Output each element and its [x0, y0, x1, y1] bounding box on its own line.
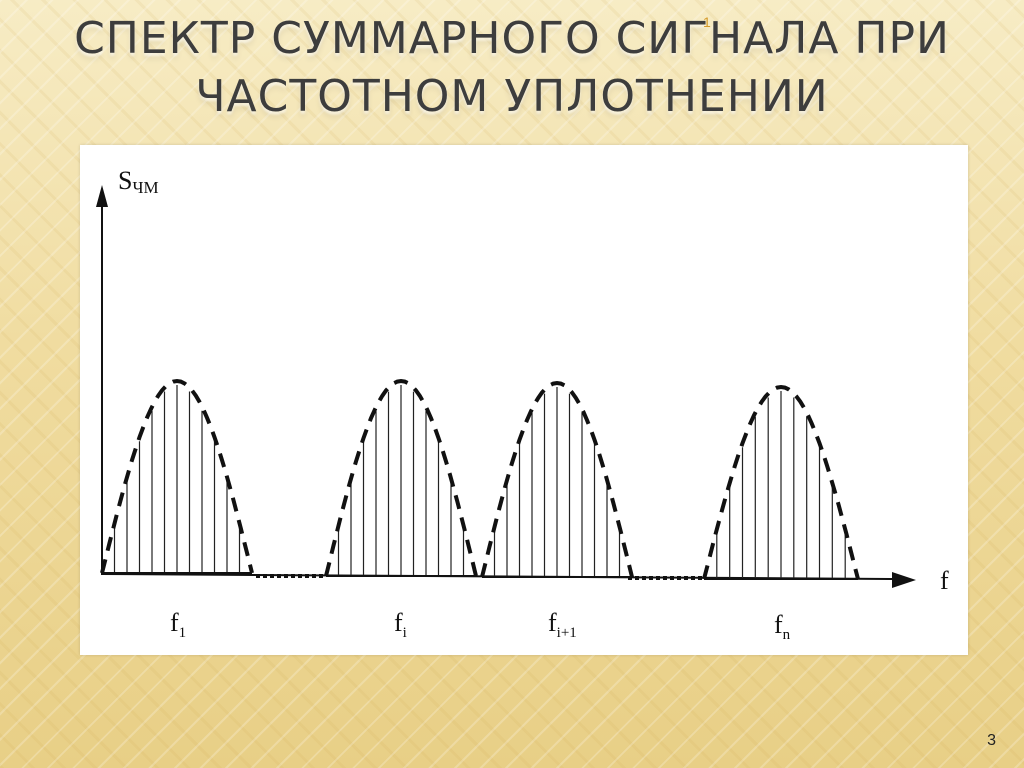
freq-label-4-main: f — [774, 610, 783, 639]
spectrum-group-2 — [324, 378, 478, 577]
freq-label-3-main: f — [548, 608, 557, 637]
slide-title-line-1: СПЕКТР СУММАРНОГО СИГНАЛА ПРИ — [74, 13, 950, 64]
freq-label-4: fn — [774, 610, 791, 643]
freq-label-1: f1 — [170, 608, 186, 641]
page-number: 3 — [987, 732, 996, 749]
spectrum-envelope — [702, 384, 860, 580]
y-axis-label-sub: ЧМ — [132, 178, 158, 197]
spectrum-group-1 — [100, 378, 254, 574]
freq-label-3-sub: i+1 — [557, 625, 577, 641]
spectrum-diagram-svg: SЧМ f f1 fi fi+1 fn — [96, 166, 949, 643]
slide-title-line-2: ЧАСТОТНОМ УПЛОТНЕНИИ — [195, 71, 829, 122]
spectrum-group-3 — [480, 380, 634, 578]
spectrum-group-4 — [702, 384, 860, 580]
spectrum-diagram: SЧМ f f1 fi fi+1 fn — [80, 145, 968, 655]
spectrum-envelope — [480, 380, 634, 578]
y-axis-label-main: S — [118, 166, 132, 195]
y-axis-label: SЧМ — [118, 166, 159, 197]
y-axis-arrow-icon — [96, 185, 108, 207]
slide-title: СПЕКТР СУММАРНОГО СИГНАЛА ПРИ ЧАСТОТНОМ … — [60, 10, 964, 126]
freq-label-3: fi+1 — [548, 608, 577, 641]
freq-label-4-sub: n — [783, 627, 791, 643]
x-axis-label: f — [940, 566, 949, 595]
spectrum-envelope — [324, 378, 478, 577]
freq-label-2-main: f — [394, 608, 403, 637]
spectrum-envelope — [100, 378, 254, 574]
slide-marker: 1 — [703, 14, 711, 30]
freq-label-1-main: f — [170, 608, 179, 637]
freq-label-2-sub: i — [403, 625, 407, 641]
freq-label-1-sub: 1 — [179, 625, 187, 641]
freq-label-2: fi — [394, 608, 407, 641]
x-axis-arrow-icon — [892, 572, 916, 588]
